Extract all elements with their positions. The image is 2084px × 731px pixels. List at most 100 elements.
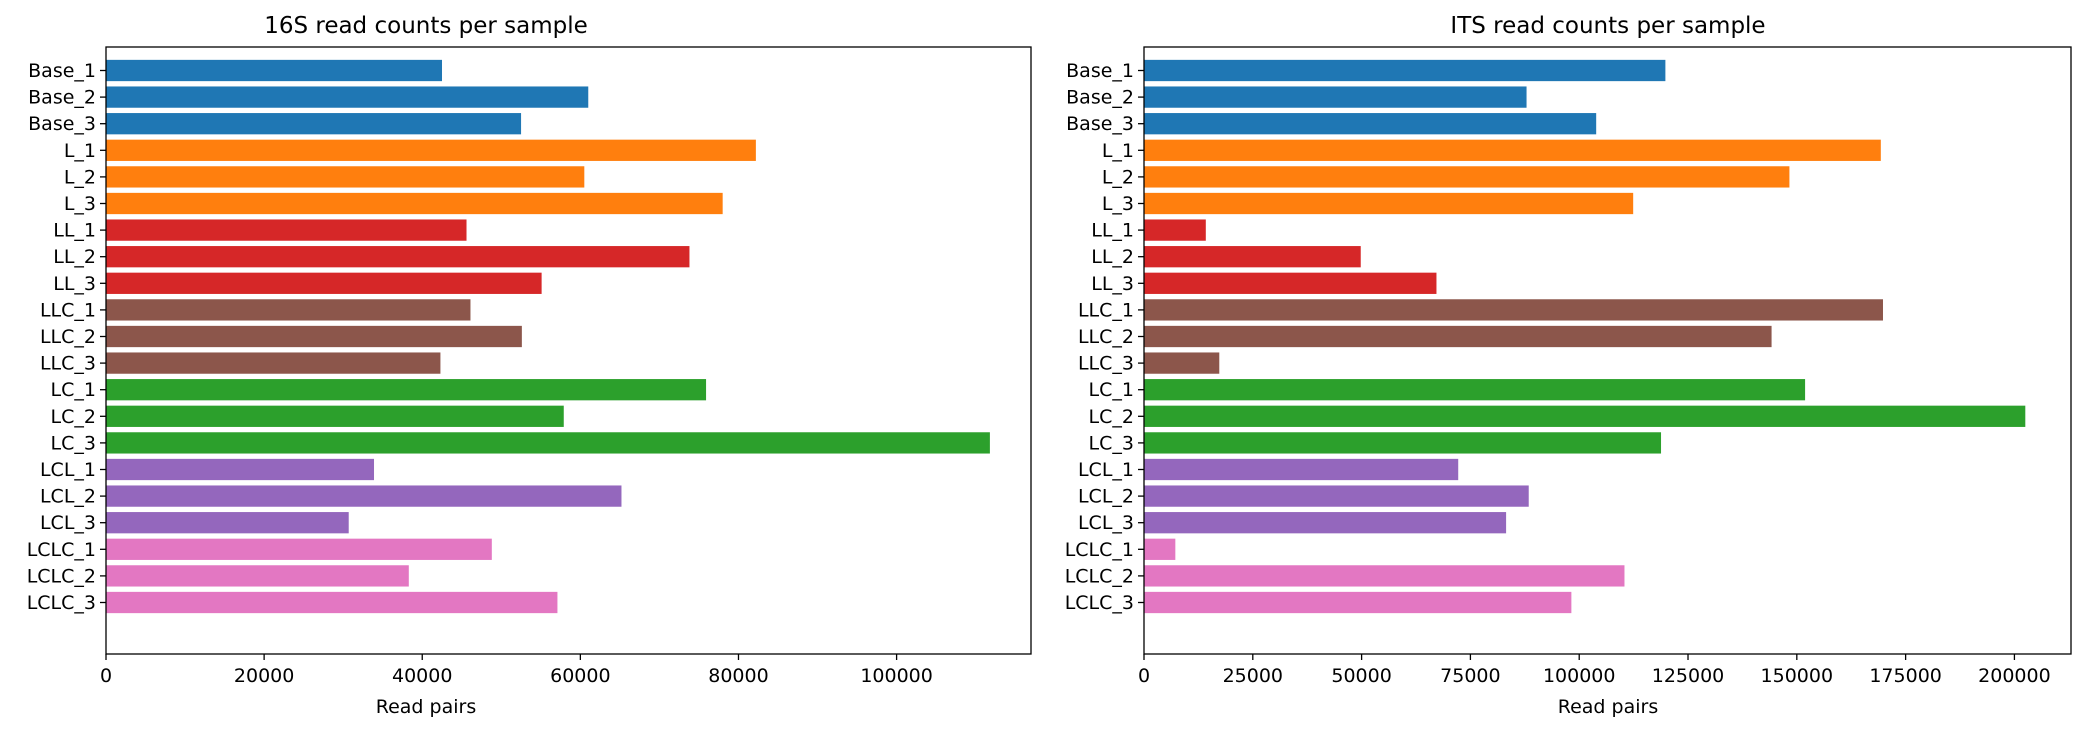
bar-l-3: [1144, 192, 1634, 215]
y-tick-label: LLC_3: [40, 353, 96, 375]
y-tick-label: LCL_1: [40, 459, 96, 481]
y-tick-label: L_1: [1102, 140, 1134, 162]
bar-l-2: [106, 166, 585, 188]
x-tick-label: 40000: [392, 665, 452, 687]
y-tick-label: LC_1: [1089, 379, 1134, 401]
bar-lcl-3: [106, 512, 349, 534]
y-tick-label: LCL_1: [1078, 459, 1134, 481]
y-tick-label: LCL_3: [40, 512, 96, 534]
y-tick-label: LLC_2: [1078, 326, 1134, 348]
y-tick-label: LL_2: [1091, 246, 1134, 268]
bar-lcl-1: [106, 458, 375, 481]
chart-16s-read-counts: 16S read counts per sample Read pairs Ba…: [27, 13, 1032, 718]
bar-ll-2: [1144, 246, 1361, 268]
bar-lc-3: [1144, 432, 1662, 454]
y-tick-label: LL_3: [1091, 273, 1134, 295]
y-tick-label: LC_3: [51, 432, 96, 454]
chart-title: ITS read counts per sample: [1450, 13, 1765, 39]
bar-lcl-2: [106, 485, 622, 507]
x-tick-label: 125000: [1652, 665, 1725, 687]
y-tick-label: LCL_3: [1078, 512, 1134, 534]
bar-lclc-2: [106, 565, 409, 587]
y-tick-label: Base_2: [28, 87, 96, 109]
bar-marks: [106, 59, 990, 614]
bar-lc-2: [106, 405, 564, 427]
y-tick-label: LCLC_2: [27, 565, 96, 587]
x-axis-label: Read pairs: [376, 696, 476, 718]
y-tick-label: L_2: [1102, 166, 1134, 188]
x-tick-label: 20000: [234, 665, 294, 687]
bar-base-2: [106, 86, 589, 108]
bar-lc-1: [1144, 379, 1806, 401]
bar-l-1: [1144, 139, 1881, 161]
y-tick-label: LC_1: [51, 379, 96, 401]
bar-lcl-3: [1144, 512, 1507, 534]
x-tick-label: 0: [100, 665, 112, 687]
y-tick-label: LLC_2: [40, 326, 96, 348]
bar-ll-2: [106, 246, 690, 268]
y-tick-label: Base_1: [28, 60, 96, 82]
y-tick-label: Base_1: [1066, 60, 1134, 82]
bar-base-1: [1144, 59, 1666, 82]
bar-llc-3: [1144, 352, 1220, 374]
y-tick-label: LL_1: [53, 220, 96, 242]
x-tick-label: 200000: [1978, 665, 2051, 687]
x-tick-label: 75000: [1440, 665, 1500, 687]
plot-frame: [105, 46, 1032, 655]
x-tick-label: 80000: [708, 665, 768, 687]
bar-lclc-1: [1144, 538, 1176, 560]
y-tick-label: LC_2: [1089, 406, 1134, 428]
y-axis-ticks: Base_1 Base_2 Base_3 L_1 L_2 L_3 LL_1 LL_2 LL_3 L…: [1065, 60, 1144, 614]
x-tick-label: 25000: [1223, 665, 1283, 687]
chart-its-read-counts: ITS read counts per sample Read pairs Ba…: [1065, 13, 2072, 718]
bar-ll-3: [106, 272, 542, 294]
x-axis-label: Read pairs: [1558, 696, 1658, 718]
y-tick-label: LLC_1: [40, 299, 96, 321]
y-tick-label: LCL_2: [40, 486, 96, 508]
y-tick-label: Base_3: [1066, 113, 1134, 135]
bar-llc-3: [106, 352, 441, 374]
x-tick-label: 175000: [1869, 665, 1942, 687]
plot-frame: [1143, 46, 2072, 655]
x-tick-label: 0: [1138, 665, 1150, 687]
chart-title: 16S read counts per sample: [264, 13, 588, 39]
bar-lcl-1: [1144, 458, 1459, 481]
y-axis-ticks: Base_1 Base_2 Base_3 L_1 L_2 L_3 LL_1 LL_2 LL_3 L…: [27, 60, 106, 614]
x-tick-label: 100000: [860, 665, 933, 687]
x-axis-ticks: 0 20000 40000 60000 80000 100000: [100, 654, 933, 687]
y-tick-label: LLC_3: [1078, 353, 1134, 375]
bar-l-1: [106, 139, 756, 161]
bar-lc-3: [106, 432, 990, 454]
x-axis-ticks: 0 25000 50000 75000 100000 125000 150000 175000…: [1138, 654, 2051, 687]
bar-l-2: [1144, 166, 1790, 188]
bar-lclc-3: [1144, 591, 1572, 614]
bar-llc-2: [1144, 325, 1772, 348]
y-tick-label: LL_2: [53, 246, 96, 268]
y-tick-label: LL_1: [1091, 220, 1134, 242]
y-tick-label: LCL_2: [1078, 486, 1134, 508]
y-tick-label: L_1: [64, 140, 96, 162]
y-tick-label: LCLC_1: [1065, 539, 1134, 561]
bar-marks: [1144, 59, 2026, 614]
bar-base-3: [1144, 113, 1597, 135]
bar-lclc-3: [106, 591, 558, 614]
bar-llc-1: [1144, 299, 1883, 321]
y-tick-label: Base_3: [28, 113, 96, 135]
bar-lclc-1: [106, 538, 492, 560]
x-tick-label: 150000: [1761, 665, 1834, 687]
y-tick-label: LCLC_3: [1065, 592, 1134, 614]
y-tick-label: LCLC_2: [1065, 565, 1134, 587]
bar-base-3: [106, 113, 522, 135]
bar-ll-1: [1144, 219, 1206, 241]
y-tick-label: LCLC_3: [27, 592, 96, 614]
bar-ll-1: [106, 219, 467, 241]
y-tick-label: LCLC_1: [27, 539, 96, 561]
x-tick-label: 50000: [1331, 665, 1391, 687]
y-tick-label: LL_3: [53, 273, 96, 295]
bar-l-3: [106, 192, 723, 215]
y-tick-label: LC_3: [1089, 432, 1134, 454]
y-tick-label: L_2: [64, 166, 96, 188]
bar-lclc-2: [1144, 565, 1625, 587]
bar-lcl-2: [1144, 485, 1529, 507]
bar-llc-2: [106, 325, 522, 348]
